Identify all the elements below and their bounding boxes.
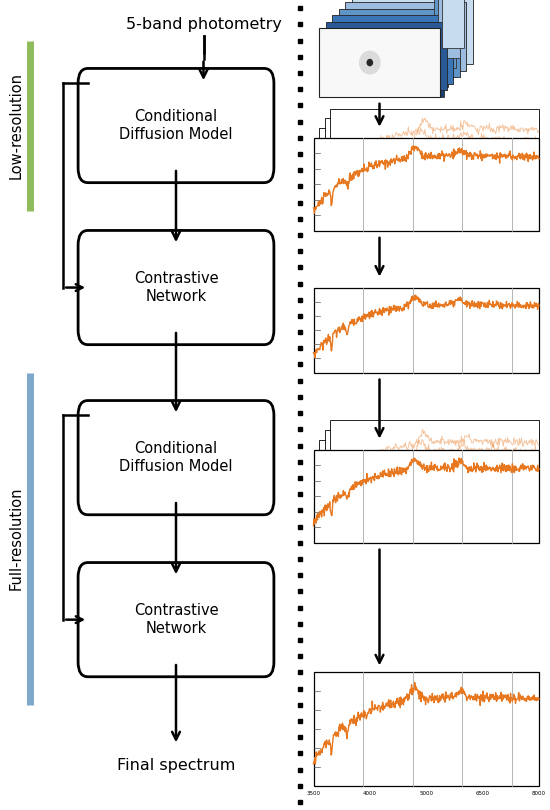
Text: 8000: 8000: [532, 791, 546, 795]
Ellipse shape: [366, 59, 373, 66]
Text: 6500: 6500: [476, 791, 490, 795]
Text: 3500: 3500: [306, 791, 321, 795]
Bar: [345, 2, 466, 71]
Bar: [314, 672, 539, 786]
FancyBboxPatch shape: [78, 69, 274, 183]
Text: 5-band photometry: 5-band photometry: [125, 17, 282, 32]
Bar: [314, 288, 539, 373]
Bar: [324, 118, 539, 211]
Text: Contrastive
Network: Contrastive Network: [134, 271, 218, 304]
Text: 4000: 4000: [363, 791, 377, 795]
Bar: [430, 9, 452, 78]
Bar: [319, 440, 539, 533]
Text: 5000: 5000: [419, 791, 433, 795]
Bar: [332, 15, 453, 84]
Bar: [326, 22, 447, 91]
FancyBboxPatch shape: [78, 562, 274, 677]
Text: Final spectrum: Final spectrum: [117, 758, 235, 773]
Bar: [330, 420, 539, 514]
Bar: [442, 0, 464, 49]
Bar: [314, 450, 539, 543]
Text: Conditional
Diffusion Model: Conditional Diffusion Model: [119, 109, 233, 142]
Text: Low-resolution: Low-resolution: [9, 72, 24, 179]
Bar: [319, 28, 440, 97]
Text: Conditional
Diffusion Model: Conditional Diffusion Model: [119, 441, 233, 474]
FancyBboxPatch shape: [78, 230, 274, 345]
Bar: [324, 430, 539, 523]
Bar: [319, 128, 539, 221]
Bar: [426, 19, 448, 87]
Bar: [339, 9, 460, 78]
Bar: [422, 28, 444, 97]
Bar: [314, 138, 539, 231]
FancyBboxPatch shape: [78, 401, 274, 515]
Bar: [352, 0, 473, 65]
Ellipse shape: [359, 50, 381, 75]
Bar: [434, 0, 456, 68]
Bar: [438, 0, 460, 58]
Text: Full-resolution: Full-resolution: [9, 487, 24, 590]
Bar: [330, 109, 539, 202]
Text: Contrastive
Network: Contrastive Network: [134, 603, 218, 636]
